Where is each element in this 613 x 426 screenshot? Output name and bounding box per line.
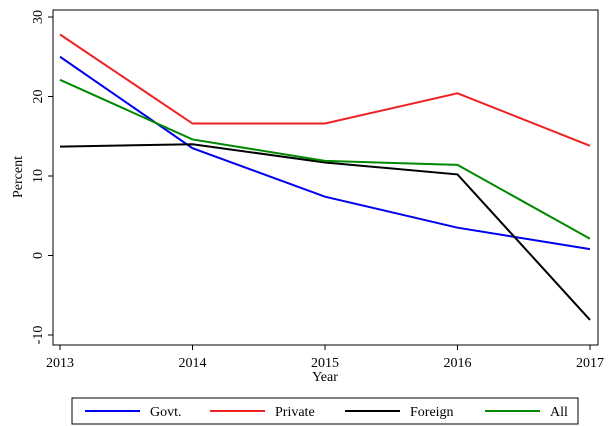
series-line	[59, 55, 591, 251]
y-tick-label: 20	[31, 90, 46, 104]
x-tick-label: 2015	[311, 356, 339, 371]
x-axis-label: Year	[312, 370, 338, 385]
x-tick-label: 2017	[576, 356, 604, 371]
y-axis-label: Percent	[11, 156, 26, 198]
x-tick-label: 2013	[46, 356, 74, 371]
y-tick-label: -10	[31, 326, 46, 345]
legend-label: Foreign	[410, 405, 454, 420]
legend-label: Private	[275, 405, 315, 420]
legend-label: Govt.	[150, 405, 182, 420]
series-line	[59, 143, 591, 321]
y-tick-label: 30	[31, 10, 46, 24]
legend-box	[71, 397, 579, 425]
x-tick-label: 2016	[444, 356, 472, 371]
legend-label: All	[550, 405, 568, 420]
plot-frame	[52, 9, 599, 346]
series-line	[59, 33, 591, 147]
y-tick-label: 10	[31, 169, 46, 183]
series-line	[59, 78, 591, 240]
x-tick-label: 2014	[179, 356, 207, 371]
y-tick-label: 0	[31, 252, 46, 259]
